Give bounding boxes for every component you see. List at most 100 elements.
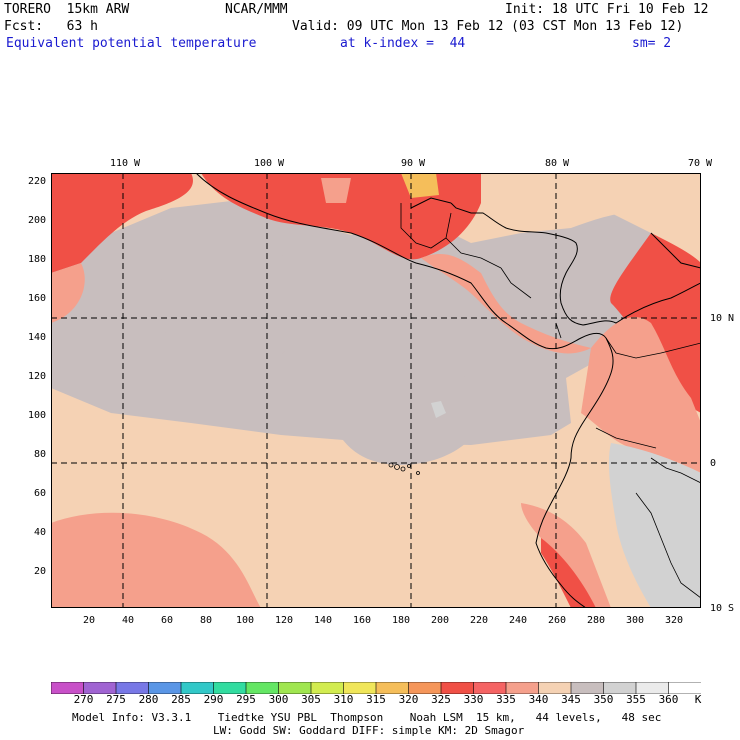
colorbar-label: 315: [366, 693, 386, 706]
x-tick: 220: [469, 615, 489, 626]
honduras-border: [445, 237, 502, 269]
theta-e-map: [51, 173, 701, 608]
ecuador-border: [595, 427, 657, 449]
nicaragua-border: [500, 267, 532, 299]
warm-peru-region: [521, 503, 611, 608]
colorbar-label: 335: [496, 693, 516, 706]
model-title: TORERO 15km ARW: [4, 2, 130, 17]
island: [394, 464, 400, 470]
x-tick: 60: [160, 615, 174, 626]
yucatan-coast: [410, 197, 452, 209]
colorbar: [51, 682, 701, 694]
lat-label-10s: 10 S: [710, 603, 735, 614]
colorbar-label: 275: [106, 693, 126, 706]
colorbar-label: 350: [593, 693, 614, 706]
y-tick: 140: [27, 332, 46, 343]
colorbar-label: 295: [236, 693, 256, 706]
central-america-region: [421, 253, 591, 354]
colorbar-label: 360: [658, 693, 679, 706]
x-tick: 120: [274, 615, 294, 626]
x-tick: 100: [235, 615, 255, 626]
colorbar-label: 330: [463, 693, 484, 706]
coastlines: [195, 173, 701, 608]
warm-nw-region: [51, 263, 85, 323]
peru-border: [650, 457, 701, 484]
y-tick: 100: [27, 410, 46, 421]
pacific-coast-south: [535, 337, 614, 608]
colorbar-label: 270: [73, 693, 94, 706]
caribbean-coast: [450, 202, 701, 326]
colombia-border: [605, 337, 701, 359]
x-tick: 40: [121, 615, 135, 626]
x-tick: 200: [430, 615, 450, 626]
map-frame: [51, 173, 701, 608]
cool-patch: [329, 350, 483, 465]
level-label: at k-index = 44: [340, 36, 466, 51]
island: [400, 466, 406, 472]
hot-nw-region: [51, 173, 193, 273]
y-tick: 80: [33, 449, 46, 460]
y-tick: 180: [27, 254, 46, 265]
colorbar-swatch: [668, 682, 701, 694]
x-tick: 260: [547, 615, 567, 626]
warm-ecuador-region: [581, 317, 701, 473]
lon-label-110w: 110 W: [109, 158, 141, 169]
hottest-gulf-patch: [401, 173, 439, 198]
lon-label-100w: 100 W: [253, 158, 285, 169]
colorbar-label: 280: [138, 693, 159, 706]
colorbar-label: 300: [268, 693, 289, 706]
colorbar-label: 305: [301, 693, 321, 706]
colorbar-label: 310: [333, 693, 354, 706]
y-tick: 120: [27, 371, 46, 382]
colorbar-label: 290: [203, 693, 224, 706]
y-tick: 60: [33, 488, 46, 499]
country-borders: [400, 203, 701, 599]
colorbar-label: 320: [398, 693, 419, 706]
x-tick: 20: [82, 615, 96, 626]
brazil-border: [635, 492, 701, 599]
smoothing-label: sm= 2: [632, 36, 672, 51]
x-tick: 320: [664, 615, 684, 626]
lon-label-90w: 90 W: [400, 158, 426, 169]
model-info: Model Info: V3.3.1 Tiedtke YSU PBL Thomp…: [72, 711, 662, 724]
graticule: [51, 173, 701, 608]
x-tick: 240: [508, 615, 528, 626]
colorbar-label: 355: [626, 693, 646, 706]
colorbar-label: 340: [528, 693, 549, 706]
lat-label-10n: 10 N: [710, 313, 735, 324]
island: [416, 471, 420, 475]
x-tick: 300: [625, 615, 645, 626]
cool-patch: [160, 222, 311, 374]
lat-label-equator: 0: [710, 458, 717, 469]
caribbean-warm-region: [481, 173, 701, 233]
costa-rica-border: [555, 322, 562, 339]
x-tick: 280: [586, 615, 606, 626]
x-tick: 80: [199, 615, 213, 626]
warm-ocean-region: [51, 173, 701, 608]
y-tick: 200: [27, 215, 46, 226]
y-tick: 160: [27, 293, 46, 304]
cool-patch: [431, 401, 446, 418]
valid-time: Valid: 09 UTC Mon 13 Feb 12 (03 CST Mon …: [292, 19, 684, 34]
andes-highland-region: [608, 443, 701, 608]
init-time: Init: 18 UTC Fri 10 Feb 12: [505, 2, 709, 17]
y-tick: 220: [27, 176, 46, 187]
guatemala-border: [400, 203, 452, 249]
forecast-hour: Fcst: 63 h: [4, 19, 98, 34]
x-tick: 140: [313, 615, 333, 626]
colorbar-unit: K: [694, 693, 702, 706]
center-label: NCAR/MMM: [225, 2, 288, 17]
venezuela-coast: [650, 232, 701, 269]
colorbar-label: 285: [171, 693, 191, 706]
warm-mexico-patch: [321, 178, 351, 203]
colorbar-label: 345: [561, 693, 581, 706]
y-tick: 20: [33, 566, 46, 577]
x-tick: 160: [352, 615, 372, 626]
pacific-coast-north: [195, 173, 607, 350]
warm-sw-region: [51, 512, 261, 608]
colorbar-label: 325: [431, 693, 451, 706]
hot-colombia-region: [610, 233, 701, 413]
x-tick: 180: [391, 615, 411, 626]
field-title: Equivalent potential temperature: [6, 36, 257, 51]
